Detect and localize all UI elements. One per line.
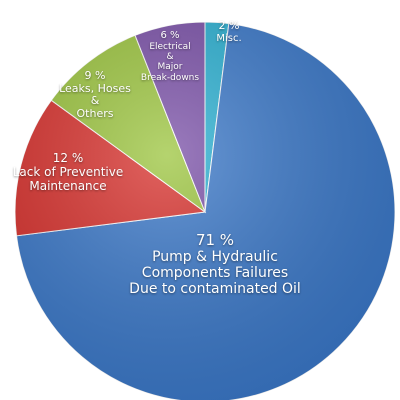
category-label: Pump & Hydraulic Components Failures Due…: [129, 249, 301, 298]
value-label: 6 %: [160, 30, 180, 41]
value-label: 2 %: [218, 20, 240, 32]
slice-label: 2 %Misc.: [212, 20, 246, 44]
category-label: Lack of Preventive Maintenance: [12, 164, 124, 193]
slice-label: 12 %Lack of Preventive Maintenance: [8, 152, 128, 193]
value-label: 9 %: [84, 70, 106, 82]
value-label: 12 %: [52, 152, 84, 165]
slice-label-box: 2 % Misc.: [212, 20, 246, 44]
value-label: 71 %: [195, 232, 235, 249]
slice-label: 71 %Pump & Hydraulic Components Failures…: [110, 232, 320, 298]
slice-label-box: 6 % Electrical & Major Break-downs: [130, 30, 210, 83]
category-label: Leaks, Hoses & Others: [59, 81, 131, 120]
slice-label: 6 %Electrical & Major Break-downs: [130, 30, 210, 83]
slice-label-box: 71 % Pump & Hydraulic Components Failures…: [110, 232, 320, 298]
category-label: Electrical & Major Break-downs: [140, 41, 200, 83]
category-label: Misc.: [216, 32, 242, 44]
slice-label: 9 %Leaks, Hoses & Others: [50, 70, 140, 121]
slice-label-box: 9 % Leaks, Hoses & Others: [50, 70, 140, 121]
slice-label-box: 12 % Lack of Preventive Maintenance: [8, 152, 128, 193]
